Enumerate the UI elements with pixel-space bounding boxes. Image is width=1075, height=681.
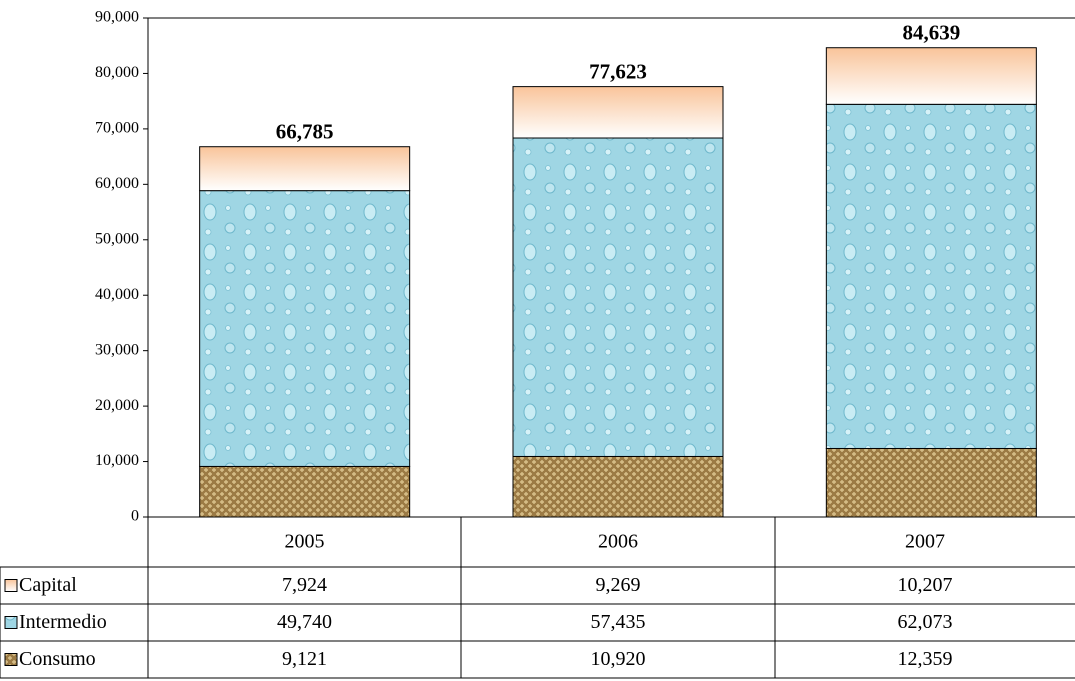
bar-segment (825, 447, 1037, 518)
table-cell: 12,359 (898, 648, 953, 670)
bar-segment (199, 190, 411, 467)
y-tick-label: 0 (131, 508, 139, 525)
table-cell: 10,207 (898, 574, 953, 596)
bar-segment (825, 103, 1037, 449)
y-tick-label: 80,000 (95, 64, 139, 81)
total-label: 77,623 (589, 59, 647, 83)
bar-segment (512, 86, 724, 139)
y-tick-label: 70,000 (95, 120, 139, 137)
table-cell: 10,920 (591, 648, 646, 670)
total-label: 66,785 (276, 120, 334, 144)
legend-key (4, 579, 18, 592)
table-cell: 9,121 (282, 648, 327, 670)
y-tick-label: 90,000 (95, 9, 139, 26)
x-tick-label: 2005 (285, 531, 325, 553)
legend-label: Capital (19, 574, 77, 596)
y-tick-label: 30,000 (95, 341, 139, 358)
bar-segment (512, 137, 724, 457)
legend-label: Consumo (19, 648, 96, 670)
y-tick-label: 50,000 (95, 230, 139, 247)
y-tick-label: 60,000 (95, 175, 139, 192)
legend-key (4, 653, 18, 666)
total-label: 84,639 (902, 21, 960, 45)
bar-segment (512, 455, 724, 518)
legend-key (4, 616, 18, 629)
table-cell: 62,073 (898, 611, 953, 633)
bar-segment (199, 146, 411, 192)
bar-segment (199, 465, 411, 518)
y-tick-label: 10,000 (95, 452, 139, 469)
legend-label: Intermedio (19, 611, 107, 633)
y-tick-label: 20,000 (95, 397, 139, 414)
table-cell: 49,740 (277, 611, 332, 633)
bar-segment (825, 47, 1037, 105)
table-cell: 57,435 (591, 611, 646, 633)
x-tick-label: 2006 (598, 531, 638, 553)
y-tick-label: 40,000 (95, 286, 139, 303)
x-tick-label: 2007 (905, 531, 945, 553)
table-cell: 9,269 (596, 574, 641, 596)
table-cell: 7,924 (282, 574, 327, 596)
